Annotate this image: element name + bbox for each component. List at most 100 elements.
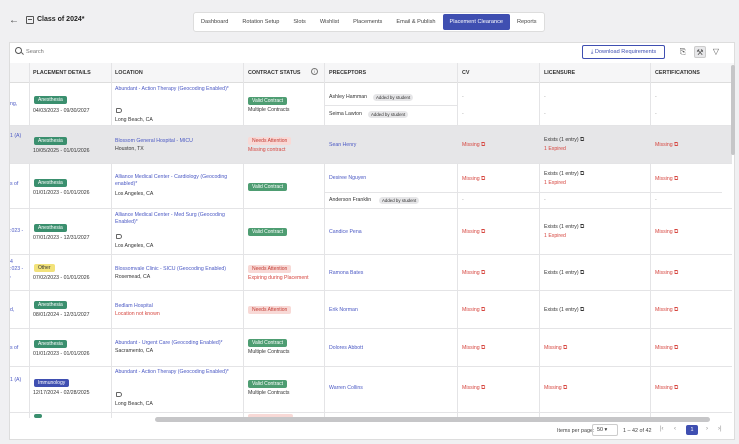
location-link[interactable]: Blossom General Hospital - MICU <box>115 138 193 144</box>
col-placement-details[interactable]: PLACEMENT DETAILS <box>33 70 91 76</box>
specialty-badge: Immunology <box>34 379 70 387</box>
contract-status-badge[interactable]: Valid Contract <box>248 183 288 191</box>
contract-status-badge[interactable]: Needs Attention <box>248 137 292 145</box>
items-per-page-label: Items per page: <box>557 428 595 434</box>
cv-status[interactable]: Missing ⧉ <box>462 307 486 313</box>
preceptor-link[interactable]: Ramona Bates <box>329 270 364 276</box>
contract-status-badge[interactable]: Valid Contract <box>248 228 288 236</box>
export-icon[interactable]: ⎘ <box>679 47 687 56</box>
first-page-icon[interactable]: |‹ <box>660 426 664 432</box>
contract-status-badge[interactable]: Valid Contract <box>248 380 288 388</box>
table-row[interactable] <box>10 209 732 255</box>
prev-page-icon[interactable]: ‹ <box>674 426 676 432</box>
cert-status[interactable]: Missing ⧉ <box>655 345 679 351</box>
back-arrow-icon[interactable]: ← <box>9 15 19 26</box>
table-row[interactable] <box>10 367 732 413</box>
contract-status-badge-partial <box>248 414 293 418</box>
licensure-status[interactable]: Missing ⧉ <box>544 385 568 391</box>
tab-dashboard[interactable]: Dashboard <box>201 19 229 25</box>
tab-reports[interactable]: Reports <box>517 19 537 25</box>
licensure-status[interactable]: Exists (1 entry) ⧉ <box>544 224 585 230</box>
tab-placement-clearance[interactable]: Placement Clearance <box>442 14 511 30</box>
class-title[interactable]: Class of 2024* <box>37 16 85 23</box>
preceptor-link[interactable]: Desiree Nguyen <box>329 175 367 181</box>
table-row[interactable] <box>10 255 732 291</box>
current-page-button[interactable]: 1 <box>686 425 698 435</box>
licensure-expired: 1 Expired <box>544 180 566 186</box>
col-cv[interactable]: CV <box>462 70 470 76</box>
col-certifications[interactable]: CERTIFICATIONS <box>655 70 700 76</box>
preceptor-link[interactable]: Erik Norman <box>329 307 358 313</box>
location-city: Los Angeles, CA <box>115 191 154 197</box>
filter-icon[interactable]: ▽ <box>712 47 720 56</box>
cert-status[interactable]: Missing ⧉ <box>655 307 679 313</box>
tab-placements[interactable]: Placements <box>353 19 383 25</box>
vertical-scrollbar[interactable] <box>731 65 735 155</box>
download-requirements-button[interactable]: ⤓ Download Requirements <box>582 45 665 59</box>
col-licensure[interactable]: LICENSURE <box>544 70 576 76</box>
placement-dates: 01/01/2023 - 01/01/2026 <box>33 351 90 357</box>
preceptor-link[interactable]: Warren Collins <box>329 385 363 391</box>
tab-wishlist[interactable]: Wishlist <box>319 19 340 25</box>
cv-status[interactable]: Missing ⧉ <box>462 142 486 148</box>
location-link[interactable]: Abundant - Action Therapy (Geocoding Ena… <box>115 86 229 92</box>
tag-icon[interactable] <box>116 108 122 113</box>
contract-status-badge[interactable]: Needs Attention <box>248 306 292 314</box>
tab-rotation-setup[interactable]: Rotation Setup <box>242 19 280 25</box>
cert-status[interactable]: Missing ⧉ <box>655 176 679 182</box>
licensure-status[interactable]: Exists (1 entry) ⧉ <box>544 307 585 313</box>
location-link[interactable]: Abundant - Action Therapy (Geocoding Ena… <box>115 369 229 375</box>
location-link[interactable]: Alliance Medical Center - Cardiology (Ge… <box>115 174 228 187</box>
tab-email-publish[interactable]: Email & Publish <box>396 19 436 25</box>
licensure-status[interactable]: Exists (1 entry) ⧉ <box>544 270 585 276</box>
location-link[interactable]: Blossomvale Clinic - SICU (Geocoding Ena… <box>115 266 227 272</box>
tab-slots[interactable]: Slots <box>293 19 306 25</box>
table-row[interactable] <box>10 291 732 329</box>
cv-status[interactable]: Missing ⧉ <box>462 345 486 351</box>
preceptor-name: Seima Lawton <box>329 111 362 117</box>
search-input[interactable] <box>26 46 226 58</box>
licensure-status[interactable]: Missing ⧉ <box>544 345 568 351</box>
cv-status[interactable]: Missing ⧉ <box>462 385 486 391</box>
col-location[interactable]: LOCATION <box>115 70 143 76</box>
contract-status-badge[interactable]: Needs Attention <box>248 265 292 273</box>
contract-status-badge[interactable]: Valid Contract <box>248 97 288 105</box>
items-per-page-select[interactable]: 50 ▾ <box>592 424 618 436</box>
external-link-icon: ⧉ <box>674 142 679 148</box>
cert-status[interactable]: Missing ⧉ <box>655 270 679 276</box>
horizontal-scrollbar[interactable] <box>155 417 710 422</box>
cert-status[interactable]: Missing ⧉ <box>655 142 679 148</box>
table-row[interactable] <box>10 329 732 367</box>
licensure-status[interactable]: Exists (1 entry) ⧉ <box>544 171 585 177</box>
cert-status[interactable]: Missing ⧉ <box>655 385 679 391</box>
location-city: Rosemead, CA <box>115 274 151 280</box>
placement-dates: 08/01/2024 - 12/31/2027 <box>33 312 90 318</box>
cert-status[interactable]: Missing ⧉ <box>655 229 679 235</box>
row-divider <box>325 192 722 193</box>
cv-status[interactable]: Missing ⧉ <box>462 176 486 182</box>
location-link[interactable]: Alliance Medical Center - Med Surg (Geoc… <box>115 212 225 225</box>
col-preceptors[interactable]: PRECEPTORS <box>329 70 367 76</box>
preceptor-link[interactable]: Candice Pena <box>329 229 362 235</box>
licensure-status[interactable]: Exists (1 entry) ⧉ <box>544 137 585 143</box>
col-contract-status[interactable]: CONTRACT STATUS <box>248 70 301 76</box>
cv-status[interactable]: Missing ⧉ <box>462 229 486 235</box>
next-page-icon[interactable]: › <box>706 426 708 432</box>
location-link[interactable]: Bedlam Hospital <box>115 303 153 309</box>
table-row[interactable] <box>10 84 732 126</box>
cv-status[interactable]: Missing ⧉ <box>462 270 486 276</box>
preceptor-link[interactable]: Sean Henry <box>329 142 357 148</box>
info-icon[interactable]: i <box>311 68 318 75</box>
location-link[interactable]: Abundant - Urgent Care (Geocoding Enable… <box>115 340 223 346</box>
preceptor-link[interactable]: Dolores Abbott <box>329 345 364 351</box>
contract-status-badge[interactable]: Valid Contract <box>248 339 288 347</box>
wrench-icon[interactable]: ⚒ <box>694 46 706 58</box>
table-row[interactable] <box>10 164 732 209</box>
left-stub-text: 1 (A) <box>10 377 22 383</box>
chevron-down-icon: ▾ <box>604 427 608 433</box>
tag-icon[interactable] <box>116 392 122 397</box>
row-divider <box>325 105 457 106</box>
table-row-selected[interactable] <box>10 126 732 164</box>
tag-icon[interactable] <box>116 234 122 239</box>
last-page-icon[interactable]: ›| <box>718 426 722 432</box>
